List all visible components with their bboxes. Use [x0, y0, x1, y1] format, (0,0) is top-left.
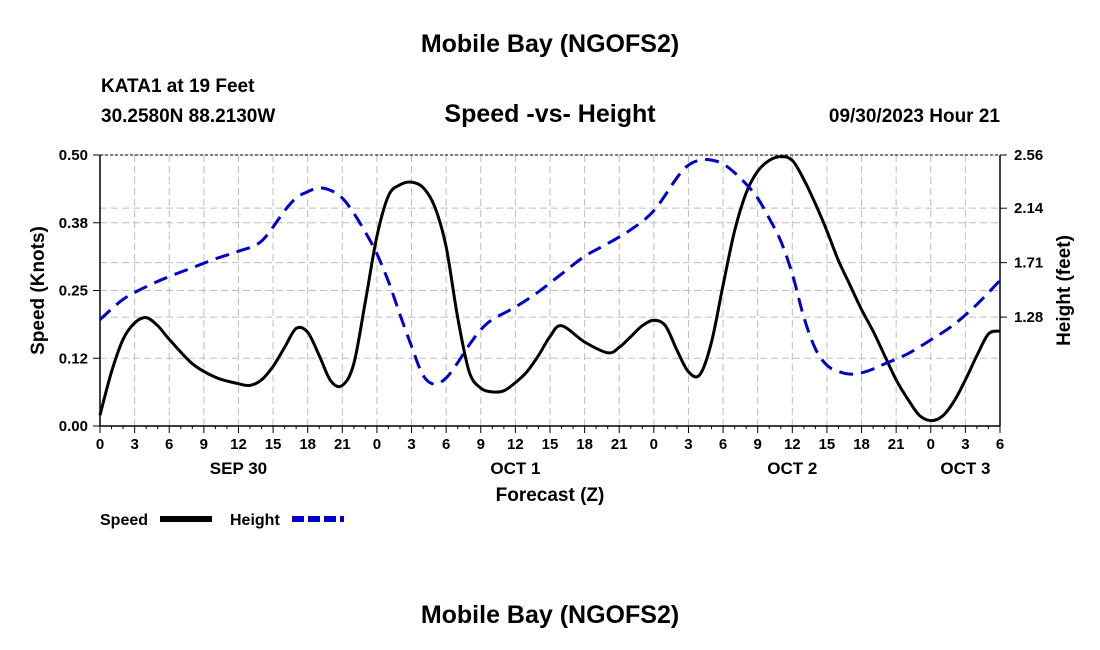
x-tick-label: 21: [888, 436, 905, 453]
x-tick-label: 3: [684, 436, 692, 453]
x-tick-label: 6: [442, 436, 450, 453]
y-tick-label: 0.25: [59, 283, 88, 300]
x-tick-label: 15: [265, 436, 282, 453]
x-tick-label: 9: [477, 436, 485, 453]
speed-series-line: [98, 155, 1001, 423]
x-axis-title: Forecast (Z): [496, 485, 605, 506]
date-label: OCT 1: [490, 459, 540, 478]
date-label: SEP 30: [210, 459, 267, 478]
y2-tick-label: 1.28: [1014, 309, 1043, 326]
x-tick-label: 6: [996, 436, 1004, 453]
y-tick-label: 0.50: [59, 147, 88, 164]
y-tick-label: 0.00: [59, 418, 88, 435]
x-tick-label: 15: [542, 436, 559, 453]
x-tick-label: 0: [96, 436, 104, 453]
y-tick-label: 0.38: [59, 215, 88, 232]
x-tick-label: 21: [611, 436, 628, 453]
date-label: OCT 3: [940, 459, 990, 478]
station-coordinates: 30.2580N 88.2130W: [101, 106, 276, 127]
x-tick-label: 15: [819, 436, 836, 453]
x-tick-label: 0: [650, 436, 658, 453]
chart-subtitle: Speed -vs- Height: [444, 100, 656, 128]
x-tick-label: 3: [961, 436, 969, 453]
x-tick-label: 3: [130, 436, 138, 453]
y2-tick-label: 2.14: [1014, 200, 1044, 217]
station-label: KATA1 at 19 Feet: [101, 76, 255, 97]
x-tick-label: 0: [927, 436, 935, 453]
x-tick-label: 12: [507, 436, 524, 453]
height-series-line: [98, 158, 1002, 386]
y-tick-label: 0.12: [59, 350, 88, 367]
x-tick-label: 18: [299, 436, 316, 453]
y2-tick-label: 2.56: [1014, 147, 1043, 164]
x-tick-label: 9: [200, 436, 208, 453]
x-tick-label: 12: [784, 436, 801, 453]
x-tick-label: 6: [719, 436, 727, 453]
x-tick-label: 18: [853, 436, 870, 453]
x-tick-label: 9: [754, 436, 762, 453]
legend-height-label: Height: [230, 512, 280, 529]
y-axis-title: Speed (Knots): [28, 226, 49, 355]
x-tick-label: 18: [576, 436, 593, 453]
date-label: OCT 2: [767, 459, 817, 478]
x-tick-label: 21: [334, 436, 351, 453]
chart-top-title: Mobile Bay (NGOFS2): [420, 30, 680, 58]
x-tick-label: 0: [373, 436, 381, 453]
x-tick-label: 12: [230, 436, 247, 453]
y2-tick-label: 1.71: [1014, 255, 1043, 272]
x-tick-label: 3: [407, 436, 415, 453]
x-tick-label: 6: [165, 436, 173, 453]
forecast-datetime: 09/30/2023 Hour 21: [828, 106, 1000, 127]
chart-bottom-title: Mobile Bay (NGOFS2): [420, 601, 680, 629]
legend-speed-label: Speed: [100, 512, 148, 529]
y2-axis-title: Height (feet): [1054, 235, 1075, 346]
